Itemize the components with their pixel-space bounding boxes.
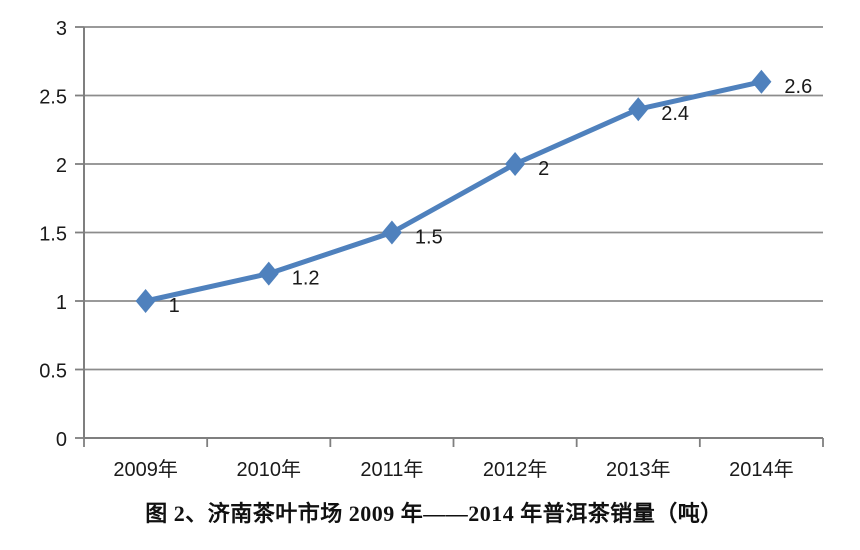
gridlines xyxy=(84,26,823,439)
data-point-marker xyxy=(258,261,279,286)
y-tick-label: 2 xyxy=(56,155,67,177)
y-tick-label: 1 xyxy=(56,292,67,314)
x-tick-label: 2009年 xyxy=(113,458,178,481)
data-labels: 1 1.2 1.5 2 2.4 2.6 xyxy=(169,76,813,317)
data-point-marker xyxy=(381,220,402,245)
data-label: 1.5 xyxy=(415,227,443,249)
y-tick-label: 0 xyxy=(56,429,67,451)
x-tick-label: 2013年 xyxy=(606,458,671,481)
data-point-marker xyxy=(505,152,526,176)
y-tick-label: 2.5 xyxy=(39,87,67,109)
data-label: 2 xyxy=(538,158,549,180)
data-label: 1.2 xyxy=(292,268,320,290)
x-tick-label: 2010年 xyxy=(237,458,302,481)
axes xyxy=(75,26,824,447)
y-tick-label: 0.5 xyxy=(39,361,67,383)
series-line xyxy=(145,79,762,304)
data-point-markers xyxy=(135,69,772,313)
data-point-marker xyxy=(628,97,649,122)
data-point-marker xyxy=(135,289,156,313)
y-tick-label: 3 xyxy=(56,18,67,40)
data-series-line xyxy=(145,79,762,304)
data-point-marker xyxy=(751,69,772,94)
data-label: 1 xyxy=(169,295,180,317)
x-tick-label: 2011年 xyxy=(360,458,423,481)
line-chart: 00.511.522.53 2009年 2010年 2011年 2012年 2013年 2… xyxy=(39,18,824,481)
x-tick-label: 2014年 xyxy=(729,458,794,481)
x-axis-tick-labels: 2009年 2010年 2011年 2012年 2013年 2014年 xyxy=(113,458,793,481)
data-label: 2.6 xyxy=(784,76,812,98)
y-tick-label: 1.5 xyxy=(39,224,67,246)
x-tick-label: 2012年 xyxy=(483,458,548,481)
chart-caption: 图 2、济南茶叶市场 2009 年——2014 年普洱茶销量（吨） xyxy=(145,501,723,526)
y-axis-tick-labels: 0 0.5 1 1.5 2 2.5 3 xyxy=(39,18,67,451)
data-label: 2.4 xyxy=(661,103,689,125)
